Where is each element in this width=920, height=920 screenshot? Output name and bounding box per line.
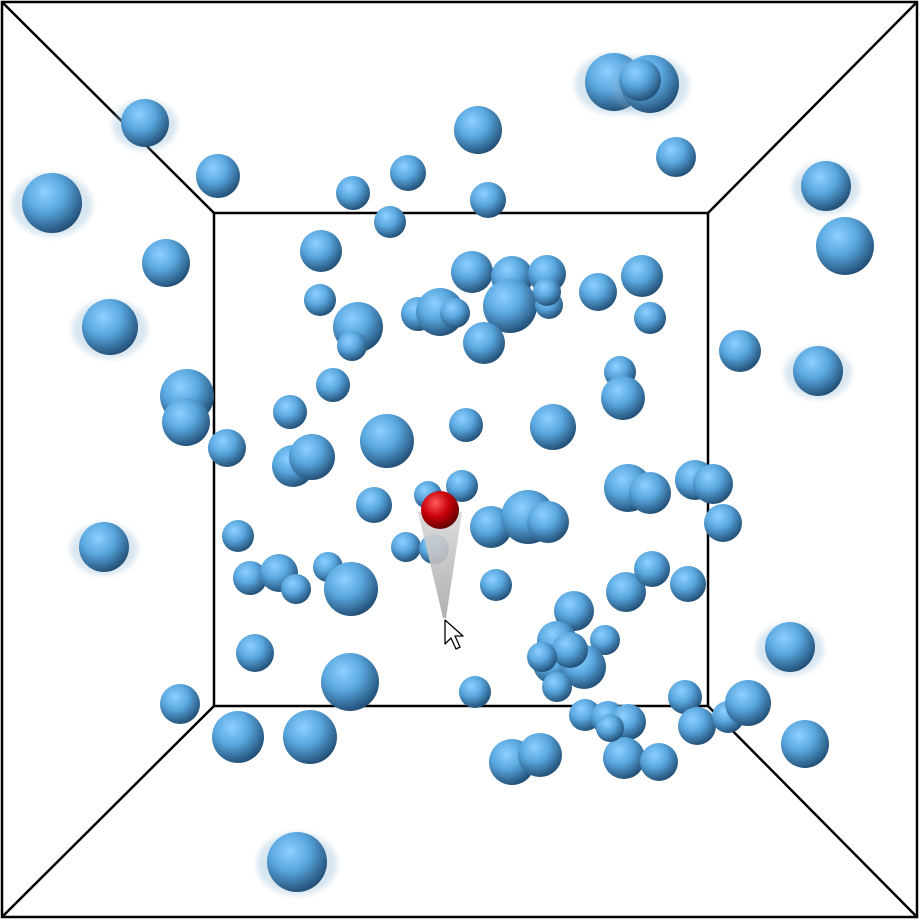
sphere [72,299,148,359]
sphere [281,574,311,604]
sphere [440,298,470,328]
sphere [784,346,852,400]
sphere [463,322,505,364]
frame-edge-bottom-right [707,705,918,918]
sphere [552,632,588,668]
sphere [70,522,138,576]
sphere [483,279,537,333]
sphere [816,217,874,275]
sphere [300,230,342,272]
distractor-spheres [11,53,874,896]
sphere [160,684,200,724]
sphere [542,672,572,702]
sphere [390,155,426,191]
sphere [601,376,645,420]
sphere [162,398,210,446]
sphere [603,737,645,779]
sphere [316,368,350,402]
sphere [222,520,254,552]
sphere [554,591,594,631]
sphere [391,532,421,562]
sphere [518,733,562,777]
sphere [459,676,491,708]
sphere [324,562,378,616]
arrow-cursor-icon [444,619,464,650]
sphere [470,182,506,218]
sphere [725,680,771,726]
sphere [360,414,414,468]
sphere [142,239,190,287]
sphere [629,472,671,514]
sphere [792,161,860,215]
sphere [451,251,493,293]
frame-edge-bottom-left [1,705,215,918]
sphere [634,551,670,587]
sphere [454,106,502,154]
sphere [530,404,576,450]
sphere [233,561,267,595]
sphere [621,255,663,297]
sphere [112,99,178,151]
sphere [527,501,569,543]
sphere [212,711,264,763]
sphere [289,434,335,480]
frame-edge-top-right [707,1,918,214]
pointer-cone [418,512,462,618]
sphere [337,331,367,361]
sphere [321,653,379,711]
sphere [656,137,696,177]
sphere [527,642,557,672]
sphere [596,714,624,742]
sphere [678,707,716,745]
sphere [196,154,240,198]
sphere [579,273,617,311]
sphere [480,569,512,601]
sphere [533,278,561,306]
sphere [11,173,93,237]
sphere [283,710,337,764]
sphere [304,284,336,316]
sphere [668,680,702,714]
sphere [619,59,661,101]
sphere [374,206,406,238]
sphere [606,572,646,612]
sphere [449,408,483,442]
sphere [670,566,706,602]
target-sphere[interactable] [421,491,459,529]
sphere [634,302,666,334]
sphere [640,743,678,781]
sphere [781,720,829,768]
sphere [336,176,370,210]
sphere [256,832,338,896]
sphere [446,470,478,502]
sphere [236,634,274,672]
sphere [719,330,761,372]
sphere [590,625,620,655]
sphere [208,429,246,467]
sphere [356,487,392,523]
frame-edge-top-left [1,1,215,214]
sphere [704,504,742,542]
sphere [756,622,824,676]
sphere [273,395,307,429]
sphere [693,464,733,504]
